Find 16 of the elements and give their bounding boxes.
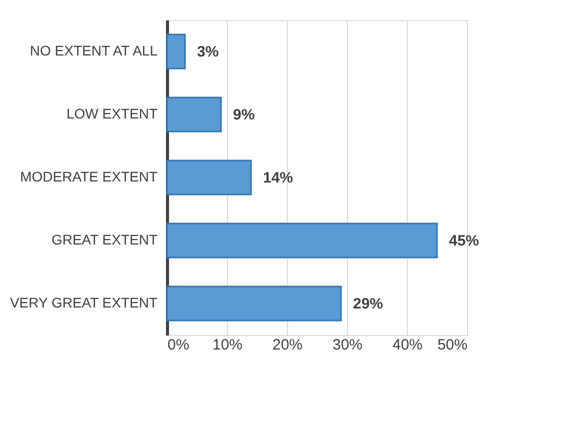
y-tick-label: MODERATE EXTENT [20, 168, 158, 184]
x-tick-label: 40% [392, 336, 423, 354]
data-label: 9% [233, 106, 255, 124]
data-label: 45% [449, 232, 480, 250]
y-tick-label: LOW EXTENT [66, 106, 158, 122]
x-tick-label: 0% [168, 336, 190, 354]
y-tick-label: NO EXTENT AT ALL [30, 42, 158, 58]
x-tick-label: 50% [437, 336, 468, 354]
y-tick-label: GREAT EXTENT [51, 232, 158, 248]
x-tick-label: 30% [332, 336, 363, 354]
x-tick-label: 20% [272, 336, 303, 354]
data-label: 3% [197, 44, 219, 60]
data-label: 14% [263, 170, 294, 186]
x-tick-label: 10% [212, 336, 243, 354]
data-label: 29% [353, 296, 384, 312]
y-tick-label: VERY GREAT EXTENT [10, 294, 158, 310]
